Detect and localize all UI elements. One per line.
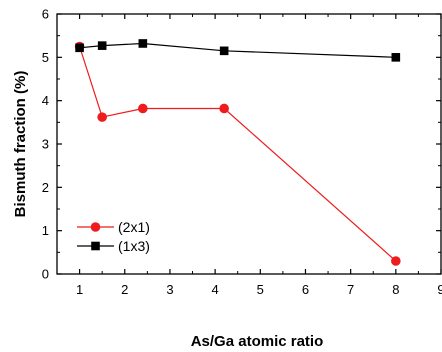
y-tick-label: 6 [42, 7, 49, 22]
series-layer [74, 39, 401, 266]
legend-entry-2x1: (2x1) [77, 219, 150, 235]
legend-marker-1x3 [91, 241, 100, 251]
y-tick-label: 1 [42, 223, 49, 238]
legend-label-2x1: (2x1) [118, 219, 150, 235]
point-2x1 [219, 103, 229, 114]
point-1x3 [391, 53, 401, 62]
y-tick-label: 2 [42, 180, 49, 195]
axis-tick-labels: 1 2 3 4 5 6 7 8 9 0 1 2 3 4 5 6 [42, 7, 442, 298]
y-tick-label: 4 [42, 93, 49, 108]
x-tick-label: 7 [347, 282, 354, 297]
point-2x1 [138, 103, 148, 114]
series-line-1x3 [79, 42, 396, 58]
point-1x3 [97, 41, 107, 50]
x-tick-label: 6 [302, 282, 309, 297]
axis-ticks [57, 13, 442, 275]
x-axis-label: As/Ga atomic ratio [191, 333, 324, 350]
x-tick-label: 4 [212, 282, 219, 297]
x-tick-label: 8 [392, 282, 399, 297]
x-tick-label: 2 [121, 282, 128, 297]
point-1x3 [138, 39, 148, 48]
y-tick-label: 5 [42, 50, 49, 65]
legend: (2x1) (1x3) [77, 219, 150, 254]
legend-label-1x3: (1x3) [118, 238, 150, 254]
legend-entry-1x3: (1x3) [77, 238, 150, 254]
point-2x1 [97, 112, 107, 122]
x-tick-label: 1 [76, 282, 83, 297]
x-tick-label: 5 [257, 282, 264, 297]
plot-frame [56, 13, 442, 275]
x-tick-label: 9 [437, 282, 442, 297]
y-axis-label: Bismuth fraction (%) [12, 71, 29, 218]
legend-marker-2x1 [90, 222, 101, 232]
point-1x3 [219, 46, 229, 56]
y-tick-label: 3 [42, 137, 49, 152]
point-2x1 [391, 256, 401, 266]
point-1x3 [75, 43, 84, 53]
y-tick-label: 0 [42, 267, 49, 282]
x-tick-label: 3 [166, 282, 173, 297]
